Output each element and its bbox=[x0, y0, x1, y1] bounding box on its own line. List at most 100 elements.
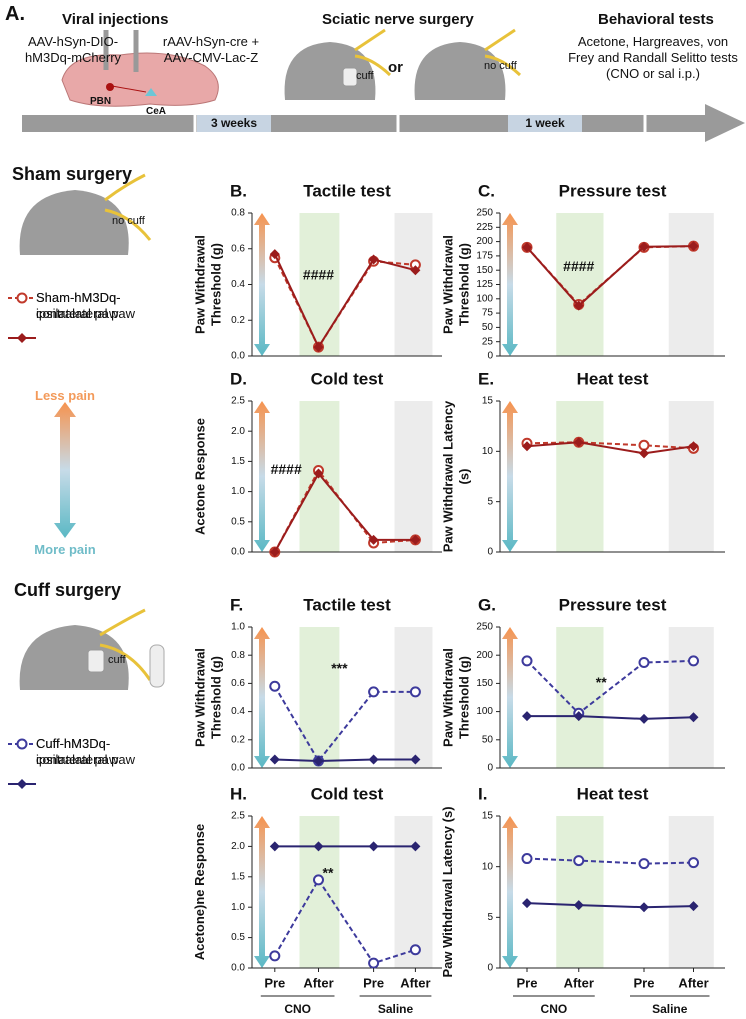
mean-marker bbox=[409, 944, 421, 956]
y-tick-label: 5 bbox=[487, 912, 493, 923]
y-tick-label: 2.0 bbox=[231, 426, 245, 437]
mean-marker bbox=[573, 437, 584, 448]
significance: ** bbox=[323, 864, 334, 880]
x-tick-label: Pre bbox=[363, 975, 384, 990]
treatment-band bbox=[299, 816, 340, 968]
y-tick-label: 0 bbox=[487, 763, 493, 774]
panel-label: F. bbox=[230, 595, 243, 614]
treatment-band bbox=[299, 627, 340, 768]
pain-arrow bbox=[502, 213, 518, 356]
y-axis-label-text: Acetone Response bbox=[192, 417, 207, 536]
pain-arrow bbox=[502, 627, 518, 768]
series-line bbox=[526, 441, 694, 450]
y-tick-label: 175 bbox=[476, 251, 493, 262]
y-tick-label: 150 bbox=[476, 678, 493, 689]
significance: #### bbox=[303, 267, 334, 283]
pain-arrow bbox=[254, 816, 270, 968]
series-line bbox=[526, 857, 694, 865]
significance: #### bbox=[563, 258, 594, 274]
group-label: CNO bbox=[284, 1002, 311, 1016]
mean-marker bbox=[368, 254, 379, 265]
mean-marker bbox=[688, 655, 699, 667]
x-tick-label: Pre bbox=[517, 975, 538, 990]
y-tick-label: 1.0 bbox=[231, 622, 245, 633]
mean-marker bbox=[269, 249, 280, 260]
panel-label: C. bbox=[478, 181, 495, 200]
y-tick-label: 0.2 bbox=[231, 315, 245, 326]
mean-marker bbox=[269, 754, 280, 765]
heading: Behavioral tests bbox=[598, 11, 714, 28]
mean-marker bbox=[521, 853, 533, 865]
treatment-band bbox=[299, 213, 340, 356]
series-line bbox=[273, 253, 416, 350]
y-tick-label: 150 bbox=[476, 265, 493, 276]
mean-marker bbox=[639, 448, 649, 459]
mean-marker bbox=[269, 841, 280, 852]
treatment-band bbox=[556, 816, 604, 968]
y-tick-label: 250 bbox=[476, 208, 493, 219]
pain-arrow bbox=[502, 401, 518, 552]
heading: Viral injections bbox=[62, 11, 169, 28]
control-band bbox=[394, 401, 433, 552]
y-tick-label: 15 bbox=[482, 396, 494, 407]
y-tick-label: 50 bbox=[482, 734, 494, 745]
mean-marker bbox=[368, 754, 379, 765]
y-tick-label: 1.5 bbox=[231, 456, 245, 467]
mean-marker bbox=[410, 534, 421, 545]
chart-title: Heat test bbox=[577, 369, 649, 388]
panel-label: I. bbox=[478, 784, 487, 803]
legend-marker bbox=[17, 333, 27, 343]
virus-text: AAV-hSyn-DIO-hM3Dq-mCherry bbox=[24, 34, 122, 65]
control-band bbox=[668, 627, 714, 768]
mean-marker bbox=[521, 655, 533, 667]
series-line bbox=[273, 877, 416, 965]
y-tick-label: 0.2 bbox=[231, 734, 245, 745]
y-tick-label: 0.6 bbox=[231, 243, 245, 254]
mean-marker bbox=[688, 241, 699, 252]
y-tick-label: 0.4 bbox=[231, 279, 245, 290]
y-tick-label: 10 bbox=[482, 446, 494, 457]
y-tick-label: 200 bbox=[476, 650, 493, 661]
y-tick-label: 0.6 bbox=[231, 678, 245, 689]
panel-label: D. bbox=[230, 369, 247, 388]
significance: #### bbox=[271, 461, 302, 477]
y-tick-label: 75 bbox=[482, 308, 494, 319]
mean-marker bbox=[522, 242, 532, 253]
y-tick-label: 1.5 bbox=[231, 871, 245, 882]
legend-marker bbox=[16, 292, 28, 304]
series-line bbox=[274, 758, 416, 762]
y-tick-label: 0 bbox=[487, 963, 493, 974]
mean-marker bbox=[639, 902, 649, 913]
y-tick-label: 10 bbox=[482, 861, 494, 872]
control-band bbox=[668, 401, 714, 552]
panel-label: H. bbox=[230, 784, 247, 803]
legend-label: Cuff-hM3Dq-ipsilateral paw bbox=[36, 736, 119, 767]
mean-marker bbox=[638, 657, 650, 669]
pain-arrow bbox=[254, 627, 270, 768]
virus-text: rAAV-hSyn-cre + AAV-CMV-Lac-Z bbox=[162, 34, 260, 65]
control-band bbox=[668, 816, 714, 968]
y-tick-label: 0.0 bbox=[231, 963, 245, 974]
section-title: Sham surgery bbox=[12, 164, 133, 184]
y-axis-label: Paw Withdrawal Latency (s) bbox=[440, 806, 455, 977]
mouse-schematic bbox=[19, 28, 522, 690]
pain-label: More pain bbox=[34, 542, 96, 557]
mean-marker bbox=[688, 712, 699, 723]
brain-schematic bbox=[61, 30, 219, 107]
group-label: CNO bbox=[541, 1002, 568, 1016]
heading: Sciatic nerve surgery bbox=[322, 11, 474, 28]
mean-marker bbox=[522, 441, 532, 452]
y-axis-label: Acetone)ne Response bbox=[192, 824, 207, 961]
duration-label: 3 weeks bbox=[210, 116, 258, 130]
y-axis-label-text: Paw Withdrawal Threshold (g) bbox=[192, 648, 223, 747]
control-band bbox=[668, 213, 714, 356]
mean-marker bbox=[639, 713, 649, 724]
x-tick-label: After bbox=[400, 975, 430, 990]
panel-label: E. bbox=[478, 369, 494, 388]
series-line bbox=[527, 715, 694, 720]
y-tick-label: 5 bbox=[487, 496, 493, 507]
chart-title: Heat test bbox=[577, 784, 649, 803]
mean-marker bbox=[368, 686, 380, 698]
y-tick-label: 250 bbox=[476, 622, 493, 633]
